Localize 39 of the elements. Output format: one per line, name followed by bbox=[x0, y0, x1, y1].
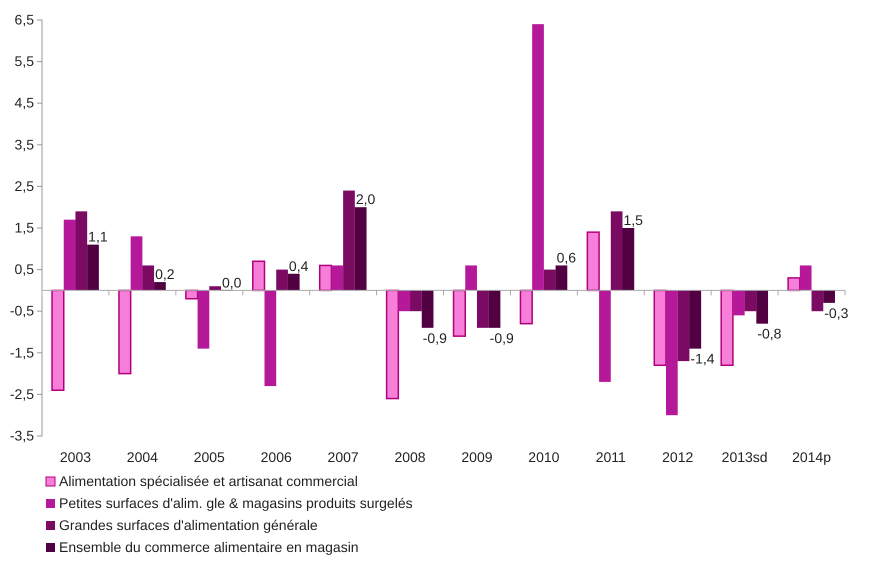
legend-label: Alimentation spécialisée et artisanat commercial bbox=[59, 473, 358, 489]
y-tick-label: -3,5 bbox=[10, 427, 34, 444]
x-tick-label: 2013sd bbox=[722, 449, 768, 465]
y-tick-label: 4,5 bbox=[14, 94, 34, 111]
x-tick-label: 2003 bbox=[60, 449, 92, 465]
y-tick-label: -0,5 bbox=[10, 302, 34, 319]
y-tick-label: 0,5 bbox=[14, 261, 34, 278]
x-tick-label: 2011 bbox=[596, 449, 626, 465]
y-tick-label: 6,5 bbox=[14, 11, 34, 28]
legend-label: Ensemble du commerce alimentaire en magasin bbox=[59, 539, 359, 555]
x-tick-label: 2014p bbox=[792, 449, 832, 465]
x-tick-label: 2009 bbox=[461, 449, 493, 465]
y-tick-label: 3,5 bbox=[14, 136, 34, 152]
data-label: 0,2 bbox=[155, 266, 175, 282]
y-tick-label: 2,5 bbox=[14, 178, 34, 194]
data-label: 0,6 bbox=[556, 249, 576, 266]
legend-label: Petites surfaces d'alim. gle & magasins produits surgelés bbox=[59, 495, 413, 511]
x-tick-label: 2007 bbox=[328, 449, 359, 465]
x-tick-label: 2012 bbox=[662, 449, 694, 465]
data-label: 0,0 bbox=[222, 274, 242, 290]
legend-label: Grandes surfaces d'alimentation générale bbox=[59, 517, 318, 533]
data-label: 1,5 bbox=[624, 212, 644, 228]
y-tick-label: -2,5 bbox=[10, 386, 34, 402]
x-tick-label: 2005 bbox=[194, 449, 226, 465]
y-tick-label: 5,5 bbox=[14, 53, 34, 70]
y-tick-label: 1,5 bbox=[14, 219, 34, 236]
x-tick-label: 2004 bbox=[126, 449, 158, 465]
data-label: -0,9 bbox=[422, 330, 448, 346]
x-tick-label: 2006 bbox=[260, 449, 292, 465]
data-label: -0,8 bbox=[757, 326, 782, 342]
data-label: -0,3 bbox=[824, 304, 849, 321]
x-tick-label: 2008 bbox=[394, 449, 426, 465]
data-label: 1,1 bbox=[88, 228, 108, 245]
x-tick-label: 2010 bbox=[528, 449, 560, 465]
data-label: 2,0 bbox=[356, 191, 376, 208]
y-tick-label: -1,5 bbox=[10, 344, 34, 360]
data-label: -1,4 bbox=[690, 350, 715, 367]
data-label: -0,9 bbox=[490, 330, 514, 346]
data-label: 0,4 bbox=[288, 258, 309, 274]
